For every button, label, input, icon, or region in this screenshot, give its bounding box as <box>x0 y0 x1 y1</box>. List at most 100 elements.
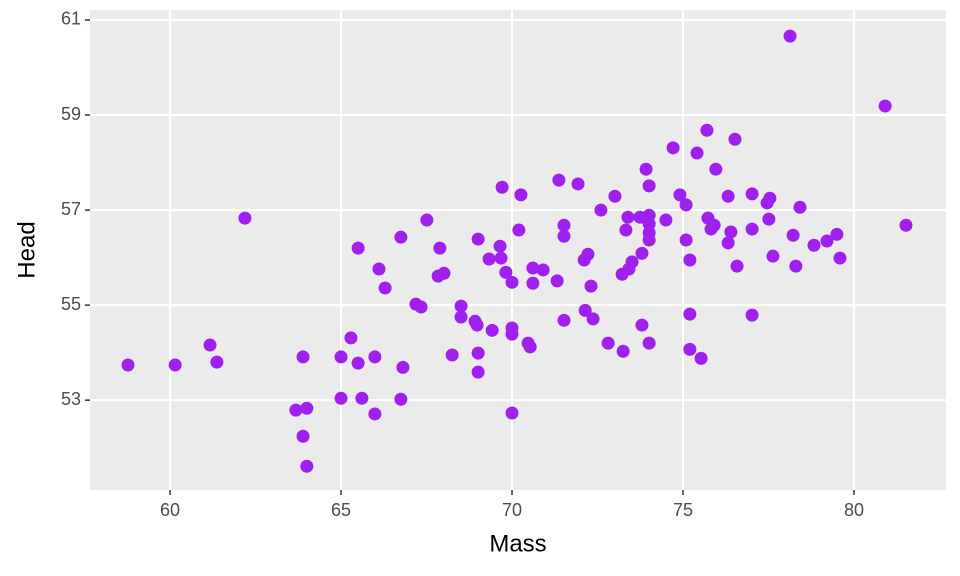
y-tick-label: 57 <box>61 199 81 219</box>
point <box>724 225 738 239</box>
point <box>300 459 314 473</box>
point <box>616 344 630 358</box>
x-tick-label: 75 <box>673 500 693 520</box>
point <box>700 123 714 137</box>
point <box>512 223 526 237</box>
point <box>526 261 540 275</box>
point <box>830 227 844 241</box>
point <box>437 266 451 280</box>
point <box>557 313 571 327</box>
y-tick-label: 53 <box>61 389 81 409</box>
point <box>289 403 303 417</box>
point <box>454 310 468 324</box>
x-axis-title: Mass <box>489 530 546 557</box>
point <box>552 173 566 187</box>
point <box>642 233 656 247</box>
point <box>642 336 656 350</box>
point <box>493 239 507 253</box>
point <box>414 300 428 314</box>
point <box>470 318 484 332</box>
point <box>635 318 649 332</box>
point <box>694 351 708 365</box>
point <box>296 429 310 443</box>
y-tick-label: 59 <box>61 104 81 124</box>
point <box>721 236 735 250</box>
point <box>899 218 913 232</box>
x-tick-label: 80 <box>844 500 864 520</box>
point <box>878 99 892 113</box>
point <box>721 189 735 203</box>
point <box>666 141 680 155</box>
x-tick-label: 65 <box>331 500 351 520</box>
point <box>625 255 639 269</box>
point <box>679 233 693 247</box>
point <box>786 228 800 242</box>
point <box>586 312 600 326</box>
point <box>820 234 834 248</box>
point <box>168 358 182 372</box>
point <box>783 29 797 43</box>
point <box>709 162 723 176</box>
point <box>433 241 447 255</box>
point <box>762 212 776 226</box>
x-tick-label: 70 <box>502 500 522 520</box>
point <box>471 346 485 360</box>
y-tick-label: 61 <box>61 9 81 29</box>
point <box>557 229 571 243</box>
point <box>300 401 314 415</box>
point <box>445 348 459 362</box>
point <box>763 191 777 205</box>
point <box>807 238 821 252</box>
point <box>608 189 622 203</box>
point <box>683 253 697 267</box>
point <box>296 350 310 364</box>
point <box>707 218 721 232</box>
point <box>485 323 499 337</box>
point <box>642 179 656 193</box>
point <box>238 211 252 225</box>
point <box>578 303 592 317</box>
point <box>526 276 540 290</box>
point <box>536 263 550 277</box>
point <box>334 350 348 364</box>
point <box>482 252 496 266</box>
point <box>601 336 615 350</box>
point <box>378 281 392 295</box>
point <box>621 210 635 224</box>
point <box>730 259 744 273</box>
point <box>210 355 224 369</box>
point <box>642 217 656 231</box>
point <box>471 232 485 246</box>
point <box>471 365 485 379</box>
point <box>728 132 742 146</box>
point <box>368 407 382 421</box>
point <box>394 230 408 244</box>
point <box>766 249 780 263</box>
point <box>334 391 348 405</box>
point <box>454 299 468 313</box>
point <box>557 218 571 232</box>
point <box>394 392 408 406</box>
point <box>495 180 509 194</box>
point <box>396 360 410 374</box>
y-tick-label: 55 <box>61 294 81 314</box>
point <box>679 198 693 212</box>
point <box>523 340 537 354</box>
point <box>683 307 697 321</box>
point <box>571 177 585 191</box>
point <box>584 279 598 293</box>
point <box>514 188 528 202</box>
point <box>351 241 365 255</box>
point <box>639 162 653 176</box>
x-tick-label: 60 <box>160 500 180 520</box>
point <box>368 350 382 364</box>
point <box>789 259 803 273</box>
point <box>659 213 673 227</box>
point <box>505 406 519 420</box>
point <box>594 203 608 217</box>
point <box>203 338 217 352</box>
point <box>550 274 564 288</box>
point <box>420 213 434 227</box>
point <box>745 187 759 201</box>
point <box>683 342 697 356</box>
